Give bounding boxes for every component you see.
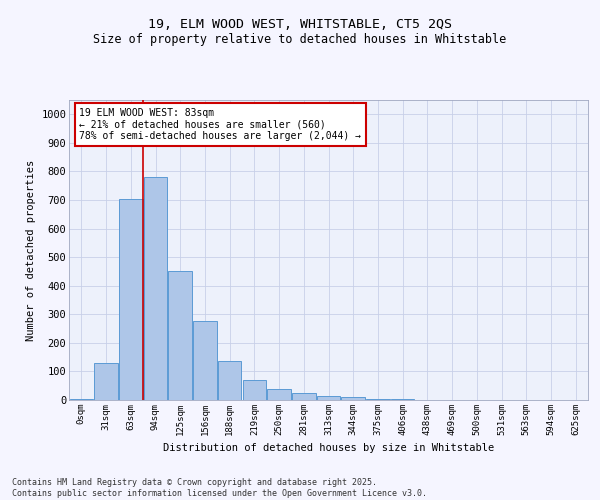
Bar [242,380,266,400]
X-axis label: Distribution of detached houses by size in Whitstable: Distribution of detached houses by size … [163,444,494,454]
Bar [366,398,389,400]
Bar [218,362,241,400]
Bar [119,198,143,400]
Bar [317,396,340,400]
Bar [70,398,93,400]
Text: 19 ELM WOOD WEST: 83sqm
← 21% of detached houses are smaller (560)
78% of semi-d: 19 ELM WOOD WEST: 83sqm ← 21% of detache… [79,108,361,140]
Y-axis label: Number of detached properties: Number of detached properties [26,160,35,340]
Bar [268,388,291,400]
Bar [391,399,415,400]
Text: 19, ELM WOOD WEST, WHITSTABLE, CT5 2QS: 19, ELM WOOD WEST, WHITSTABLE, CT5 2QS [148,18,452,30]
Bar [169,272,192,400]
Bar [94,363,118,400]
Text: Size of property relative to detached houses in Whitstable: Size of property relative to detached ho… [94,32,506,46]
Text: Contains HM Land Registry data © Crown copyright and database right 2025.
Contai: Contains HM Land Registry data © Crown c… [12,478,427,498]
Bar [193,320,217,400]
Bar [341,397,365,400]
Bar [292,393,316,400]
Bar [144,177,167,400]
